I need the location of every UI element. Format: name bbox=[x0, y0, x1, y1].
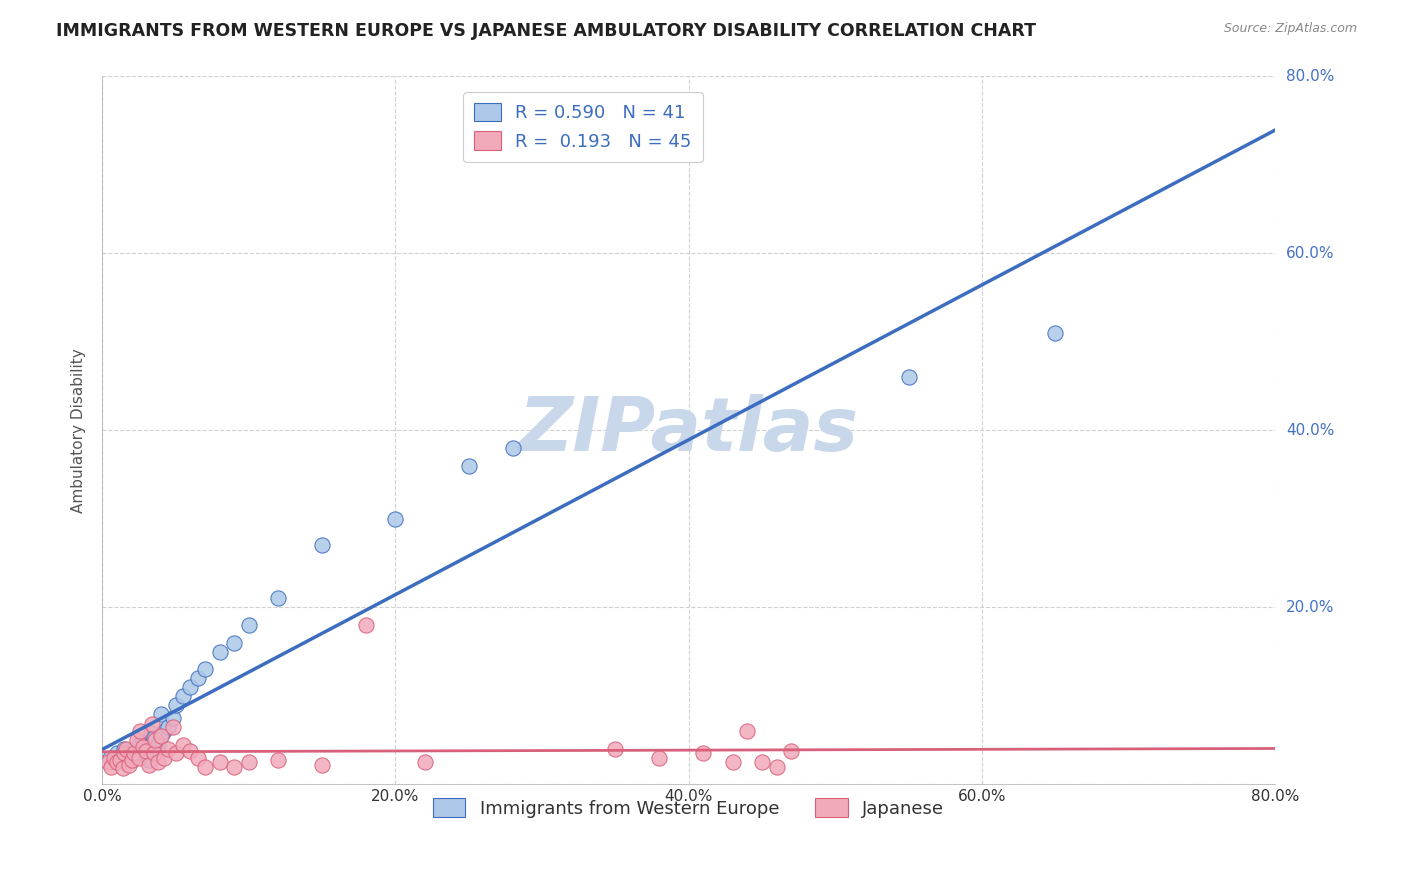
Point bbox=[132, 740, 155, 755]
Point bbox=[194, 760, 217, 774]
Point bbox=[117, 758, 139, 772]
Point bbox=[97, 756, 120, 770]
Point bbox=[165, 747, 187, 761]
Point bbox=[384, 512, 406, 526]
Point bbox=[162, 720, 184, 734]
Point bbox=[172, 738, 194, 752]
Point bbox=[751, 756, 773, 770]
Point bbox=[142, 731, 165, 746]
Point bbox=[142, 742, 165, 756]
Text: 60.0%: 60.0% bbox=[1286, 245, 1334, 260]
Point bbox=[157, 720, 180, 734]
Point bbox=[186, 671, 208, 685]
Legend: Immigrants from Western Europe, Japanese: Immigrants from Western Europe, Japanese bbox=[426, 791, 952, 825]
Text: IMMIGRANTS FROM WESTERN EUROPE VS JAPANESE AMBULATORY DISABILITY CORRELATION CHA: IMMIGRANTS FROM WESTERN EUROPE VS JAPANE… bbox=[56, 22, 1036, 40]
Point bbox=[128, 747, 150, 761]
Point bbox=[128, 738, 150, 752]
Point bbox=[129, 724, 152, 739]
Point bbox=[112, 751, 135, 765]
Text: 80.0%: 80.0% bbox=[1286, 69, 1334, 84]
Point bbox=[165, 698, 187, 712]
Point bbox=[179, 744, 201, 758]
Point bbox=[121, 753, 143, 767]
Point bbox=[413, 756, 436, 770]
Point bbox=[149, 706, 172, 721]
Point bbox=[194, 662, 217, 676]
Text: 20.0%: 20.0% bbox=[1286, 599, 1334, 615]
Point bbox=[135, 744, 157, 758]
Point bbox=[141, 717, 163, 731]
Point bbox=[149, 729, 172, 743]
Text: 40.0%: 40.0% bbox=[1286, 423, 1334, 438]
Point bbox=[128, 751, 150, 765]
Point bbox=[103, 756, 125, 770]
Point bbox=[146, 738, 169, 752]
Point bbox=[100, 760, 122, 774]
Point bbox=[121, 753, 143, 767]
Point bbox=[457, 458, 479, 473]
Point bbox=[208, 644, 231, 658]
Point bbox=[138, 753, 160, 767]
Point bbox=[737, 724, 759, 739]
Point bbox=[267, 591, 290, 606]
Point bbox=[157, 742, 180, 756]
Point bbox=[112, 742, 135, 756]
Point bbox=[152, 751, 174, 765]
Point bbox=[780, 744, 803, 758]
Text: Source: ZipAtlas.com: Source: ZipAtlas.com bbox=[1223, 22, 1357, 36]
Point bbox=[127, 733, 149, 747]
Point bbox=[692, 747, 714, 761]
Point bbox=[146, 756, 169, 770]
Point bbox=[117, 749, 139, 764]
Point bbox=[139, 726, 162, 740]
Point bbox=[238, 756, 260, 770]
Point bbox=[124, 747, 146, 761]
Point bbox=[1045, 326, 1067, 340]
Point bbox=[186, 751, 208, 765]
Point bbox=[135, 740, 157, 755]
Point bbox=[162, 711, 184, 725]
Point bbox=[108, 753, 131, 767]
Point bbox=[142, 747, 165, 761]
Point bbox=[224, 636, 246, 650]
Point bbox=[354, 618, 377, 632]
Point bbox=[152, 724, 174, 739]
Point bbox=[105, 756, 128, 770]
Point bbox=[98, 751, 121, 765]
Point bbox=[224, 760, 246, 774]
Point bbox=[765, 760, 787, 774]
Point bbox=[132, 744, 155, 758]
Text: ZIPatlas: ZIPatlas bbox=[519, 393, 859, 467]
Point bbox=[105, 747, 128, 761]
Point bbox=[111, 762, 134, 776]
Point bbox=[112, 747, 135, 761]
Point bbox=[172, 689, 194, 703]
Point bbox=[135, 744, 157, 758]
Point bbox=[721, 756, 744, 770]
Point bbox=[108, 753, 131, 767]
Point bbox=[897, 370, 920, 384]
Y-axis label: Ambulatory Disability: Ambulatory Disability bbox=[72, 348, 86, 513]
Point bbox=[103, 751, 125, 765]
Point bbox=[267, 753, 290, 767]
Point bbox=[605, 742, 627, 756]
Point bbox=[179, 680, 201, 694]
Point bbox=[149, 729, 172, 743]
Point bbox=[208, 756, 231, 770]
Point bbox=[132, 735, 155, 749]
Point bbox=[114, 742, 136, 756]
Point bbox=[648, 751, 671, 765]
Point bbox=[124, 749, 146, 764]
Point bbox=[311, 538, 333, 552]
Point bbox=[238, 618, 260, 632]
Point bbox=[138, 758, 160, 772]
Point bbox=[502, 441, 524, 455]
Point bbox=[143, 733, 166, 747]
Point bbox=[311, 758, 333, 772]
Point bbox=[121, 744, 143, 758]
